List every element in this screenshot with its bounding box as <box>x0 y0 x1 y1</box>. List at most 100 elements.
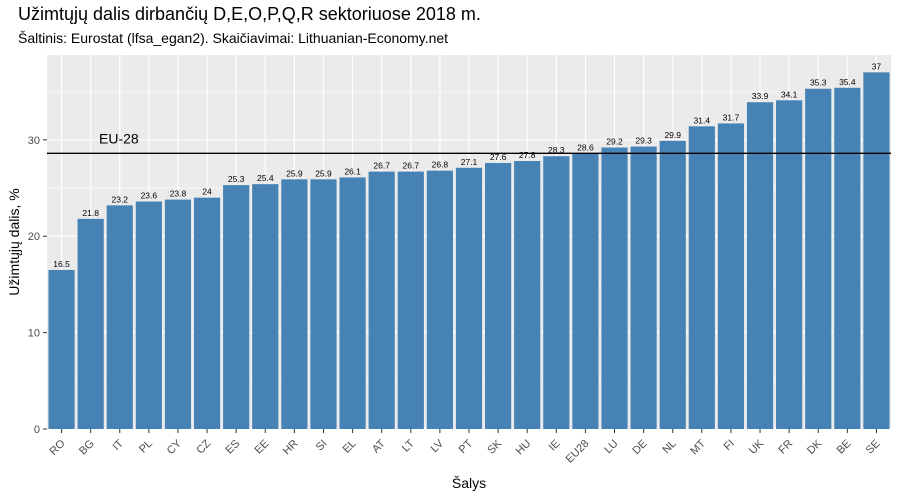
x-tick-label: DK <box>805 437 825 457</box>
x-tick-label: NL <box>660 438 678 456</box>
bar-value-label: 29.2 <box>606 137 623 147</box>
x-tick-label: SK <box>485 437 504 456</box>
bar-value-labels: 16.5 21.8 23.2 23.6 23.8 24 25.3 25.4 25.9 25.9 26… <box>53 61 881 269</box>
bar-at <box>368 171 395 429</box>
bar-value-label: 29.9 <box>664 130 681 140</box>
y-tick-label: 10 <box>28 328 40 340</box>
x-tick-label: EU28 <box>564 438 592 466</box>
x-tick-label: PL <box>137 438 155 456</box>
bar-value-label: 23.8 <box>170 189 187 199</box>
x-tick-label: ES <box>223 438 242 457</box>
bar-cy <box>164 199 192 429</box>
bar-pl <box>135 201 162 429</box>
bar-value-label: 27.1 <box>461 157 478 167</box>
x-tick-label: FI <box>722 438 737 453</box>
x-tick-label: CZ <box>194 437 213 456</box>
bar-dk <box>805 88 832 429</box>
bar-de <box>630 146 657 430</box>
bar-value-label: 27.8 <box>519 150 536 160</box>
bar-uk <box>746 102 774 429</box>
bar-es <box>223 185 250 429</box>
bar-sk <box>485 162 512 430</box>
x-tick-label: UK <box>747 437 767 457</box>
y-tick-label: 20 <box>28 231 40 243</box>
bar-value-label: 25.4 <box>257 173 274 183</box>
y-tick-label: 30 <box>28 135 40 147</box>
x-tick-label: CY <box>165 437 185 457</box>
bar-value-label: 23.2 <box>111 194 128 204</box>
x-tick-label: BE <box>835 438 854 457</box>
bar-value-label: 26.8 <box>432 160 449 170</box>
bar-eu28 <box>572 153 599 429</box>
bar-hu <box>514 161 541 429</box>
bar-ie <box>543 156 570 429</box>
bar-value-label: 21.8 <box>82 208 99 218</box>
bar-lu <box>601 147 628 430</box>
bar-fi <box>717 123 745 429</box>
bar-se <box>863 72 890 429</box>
x-tick-label: EL <box>341 438 359 456</box>
bar-value-label: 31.7 <box>723 112 740 122</box>
x-tick-label: EE <box>253 438 272 457</box>
bar-pt <box>455 167 483 429</box>
bar-value-label: 25.3 <box>228 174 245 184</box>
x-tick-label: SE <box>864 438 883 457</box>
bar-el <box>339 177 366 429</box>
bar-value-label: 26.1 <box>344 166 361 176</box>
eu28-reference-label: EU-28 <box>99 130 139 146</box>
x-tick-label: AT <box>370 437 388 455</box>
x-tick-label: MT <box>688 437 708 457</box>
bar-value-label: 34.1 <box>781 89 798 99</box>
x-tick-label: HU <box>514 438 534 458</box>
y-axis: 0 10 20 30 <box>28 135 47 436</box>
bar-bg <box>77 218 104 429</box>
y-axis-label: Užimtųjų dalis, % <box>6 188 22 295</box>
bar-value-label: 31.4 <box>694 115 711 125</box>
bars <box>48 72 890 430</box>
bar-ro <box>48 269 75 429</box>
bar-value-label: 16.5 <box>53 259 70 269</box>
x-tick-label: LV <box>429 437 447 455</box>
x-tick-label: IT <box>110 437 126 453</box>
bar-mt <box>688 126 715 429</box>
x-tick-label: SI <box>314 438 330 454</box>
bar-value-label: 35.3 <box>810 78 827 88</box>
x-tick-label: PT <box>457 437 476 456</box>
x-tick-label: IE <box>547 438 563 454</box>
bar-value-label: 23.6 <box>141 191 158 201</box>
bar-value-label: 28.6 <box>577 142 594 152</box>
x-tick-label: HR <box>281 438 301 458</box>
bar-lt <box>397 171 424 429</box>
x-tick-label: FR <box>776 438 795 457</box>
bar-hr <box>281 179 308 429</box>
bar-value-label: 26.7 <box>373 161 390 171</box>
bar-ee <box>252 184 279 429</box>
bar-value-label: 25.9 <box>286 168 303 178</box>
bar-nl <box>659 140 686 429</box>
y-tick-label: 0 <box>34 424 40 436</box>
bar-value-label: 35.4 <box>839 77 856 87</box>
bar-cz <box>193 197 221 429</box>
x-tick-label: RO <box>48 437 68 457</box>
bar-it <box>106 205 133 429</box>
x-tick-label: LT <box>400 437 417 454</box>
bar-be <box>834 87 861 429</box>
bar-value-label: 29.3 <box>635 136 652 146</box>
bar-si <box>310 179 337 429</box>
bar-lv <box>426 170 453 429</box>
x-tick-label: DE <box>630 438 649 457</box>
x-axis-label: Šalys <box>452 475 486 491</box>
chart-title: Užimtųjų dalis dirbančių D,E,O,P,Q,R sek… <box>18 4 481 24</box>
bar-value-label: 33.9 <box>752 91 769 101</box>
x-axis: RO BG IT PL CY CZ ES EE HR SI EL AT LT LV PT SK HU IE EU28… <box>48 429 883 466</box>
bar-value-label: 28.3 <box>548 145 565 155</box>
bar-value-label: 24 <box>202 187 212 197</box>
bar-value-label: 37 <box>872 61 882 71</box>
x-tick-label: LU <box>602 438 620 456</box>
x-tick-label: BG <box>77 438 97 458</box>
bar-value-label: 26.7 <box>403 161 420 171</box>
bar-value-label: 25.9 <box>315 168 332 178</box>
bar-fr <box>776 100 803 429</box>
bar-value-label: 27.6 <box>490 152 507 162</box>
